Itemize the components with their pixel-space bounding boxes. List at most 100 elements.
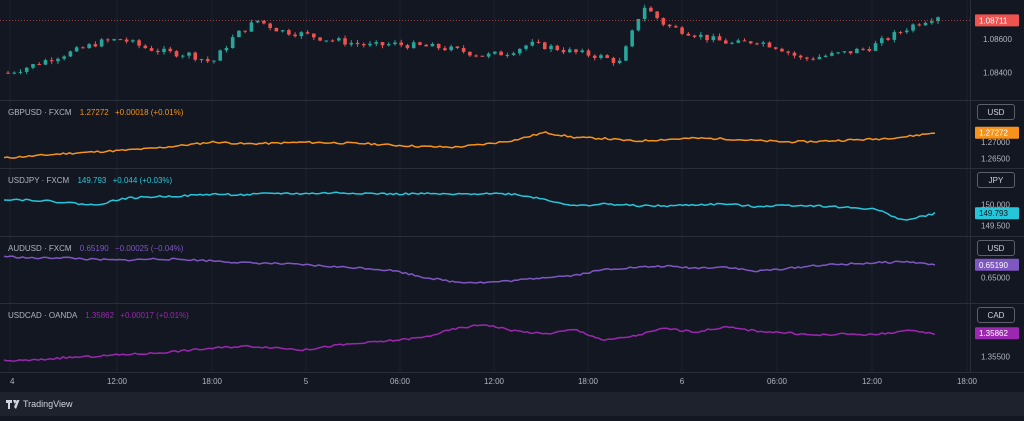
audusd-last: 0.65190 [79,244,109,253]
candle-body [649,7,653,12]
last-value-tag-bg [975,126,1019,139]
candle-body [748,41,753,44]
time-tick-label: 06:00 [767,377,788,386]
candle-body [199,59,204,61]
candle-body [917,24,922,26]
candle-body [318,37,322,41]
candle-body [99,39,104,47]
usdjpy-last: 149.793 [77,176,107,185]
candle-body [655,11,659,19]
candle-body [255,20,260,23]
gbpusd-currency-button[interactable]: USD [977,104,1015,120]
candle-body [337,38,341,41]
candle-body [137,40,141,46]
candle-body [68,51,73,57]
candle-body [742,40,747,42]
brand-name: TradingView [23,399,73,409]
usdcad-series-line [3,324,936,363]
usdjpy-legend[interactable]: USDJPY · FXCM 149.793 +0.044 (+0.03%) [8,176,172,185]
last-value-tag-bg [975,258,1019,271]
candle-body [567,49,572,53]
audusd-currency-button[interactable]: USD [977,240,1015,256]
last-value-tag: 1.27272 [979,129,1008,138]
usdcad-legend[interactable]: USDCAD · OANDA 1.35862 +0.00017 (+0.01%) [8,311,189,320]
candle-body [262,20,266,24]
candle-body [711,36,716,41]
audusd-legend[interactable]: AUDUSD · FXCM 0.65190 −0.00025 (−0.04%) [8,244,183,253]
candle-body [761,42,766,44]
candle-body [511,53,516,55]
brand[interactable]: TradingView [6,399,73,409]
usdjpy-change: +0.044 (+0.03%) [112,176,173,185]
candle-body [624,46,628,61]
candle-body [599,55,603,58]
candle-body [49,60,54,62]
usdcad-currency-button[interactable]: CAD [977,307,1015,323]
candle-body [468,51,472,56]
candle-body [330,40,335,42]
candle-body [699,34,703,37]
gbpusd-last: 1.27272 [79,108,109,117]
candle-body [786,51,791,53]
candle-body [187,52,191,56]
candle-body [143,45,148,49]
candle-body [717,36,722,41]
last-value-tag: 0.65190 [979,261,1008,270]
candle-body [723,40,728,44]
candle-body [705,34,709,41]
candle-body [355,42,360,45]
candle-body [274,27,279,32]
candle-body [692,35,697,37]
gbpusd-change: +0.00018 (+0.01%) [114,108,184,117]
candle-body [168,48,173,52]
last-value-tag: 149.793 [979,209,1008,218]
candle-body [574,49,578,53]
candle-body [112,39,116,41]
candle-body [118,39,123,41]
candle-body [24,67,29,72]
candle-body [480,55,485,57]
candle-body [755,43,759,45]
gbpusd-series-line [3,131,935,159]
candle-body [399,42,404,46]
time-tick-label: 12:00 [862,377,883,386]
usdjpy-currency-button[interactable]: JPY [977,172,1015,188]
candle-body [561,50,566,53]
candle-body [305,32,310,34]
candle-body [780,48,784,52]
candle-body [486,53,491,57]
last-value-tag-bg [975,207,1019,220]
candle-body [518,48,522,54]
candle-body [848,51,853,54]
footer-bar [0,392,1024,416]
candle-body [249,22,254,32]
price-tick-label: 149.500 [981,222,1010,231]
candle-body [393,42,397,45]
candle-body [642,7,647,20]
candle-body [212,60,216,62]
usdjpy-series-line [3,191,936,221]
candle-body [87,44,91,48]
gbpusd-legend[interactable]: GBPUSD · FXCM 1.27272 +0.00018 (+0.01%) [8,108,183,117]
candle-body [149,48,154,51]
candle-body [811,58,815,60]
candle-body [617,60,622,63]
candle-body [792,52,797,56]
candle-body [886,38,890,40]
candle-body [592,55,597,58]
candle-body [767,42,772,48]
candle-body [680,27,684,34]
candle-body [43,60,48,65]
last-price-tag: 1.08711 [979,16,1008,25]
tradingview-logo-icon [6,399,20,409]
candle-body [580,50,585,53]
candle-body [493,51,497,54]
price-tick-label: 1.26500 [981,155,1010,164]
candle-body [855,48,859,54]
candle-body [12,72,17,74]
candle-body [892,32,897,40]
usdcad-change: +0.00017 (+0.01%) [120,311,189,320]
candle-body [312,33,316,38]
